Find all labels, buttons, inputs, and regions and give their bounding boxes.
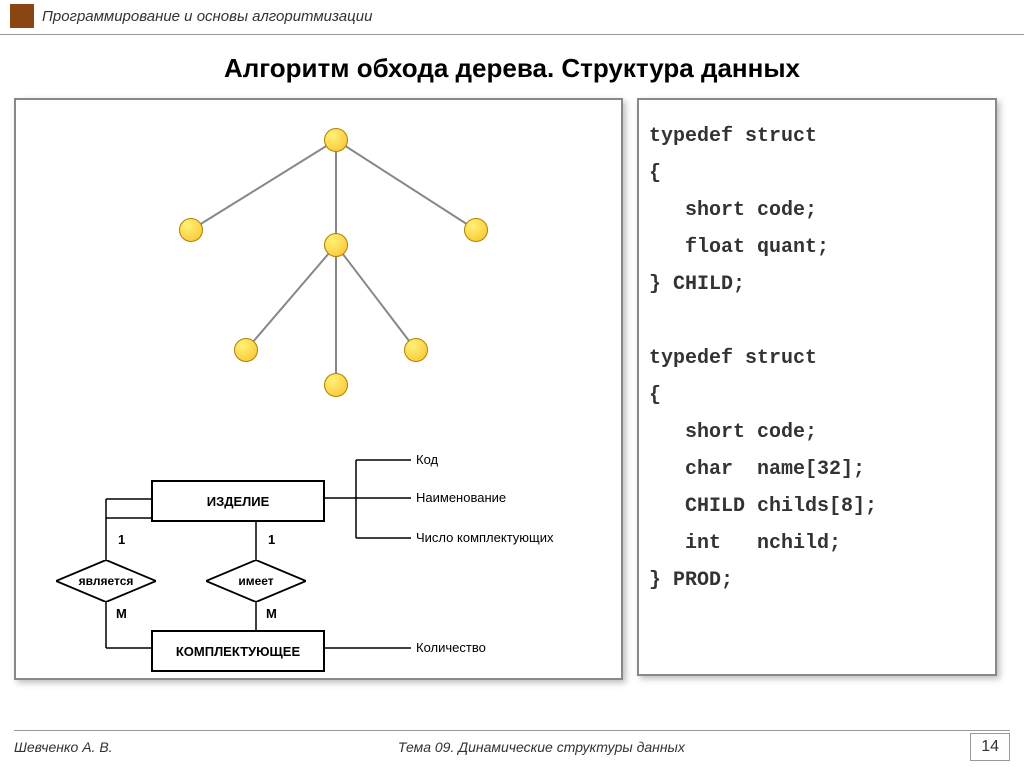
code-line: typedef struct [649,118,985,155]
code-panel: typedef struct{ short code; float quant;… [637,98,997,676]
code-line: { [649,377,985,414]
slide-footer: Шевченко А. В. Тема 09. Динамические стр… [0,730,1024,761]
page-number: 14 [970,733,1010,761]
er-rel-is: является [56,560,156,602]
attr-code: Код [416,452,438,467]
footer-topic: Тема 09. Динамические структуры данных [398,739,685,755]
code-line: typedef struct [649,340,985,377]
code-line: } CHILD; [649,266,985,303]
content-row: ИЗДЕЛИЕ КОМПЛЕКТУЮЩЕЕ является имеет 1 1… [0,98,1024,680]
footer-author: Шевченко А. В. [14,739,113,755]
code-line: short code; [649,414,985,451]
course-name: Программирование и основы алгоритмизации [42,8,372,25]
card-1a: 1 [118,532,125,547]
card-1b: 1 [268,532,275,547]
code-block: typedef struct{ short code; float quant;… [649,118,985,599]
diagram-panel: ИЗДЕЛИЕ КОМПЛЕКТУЮЩЕЕ является имеет 1 1… [14,98,623,680]
code-line: int nchild; [649,525,985,562]
er-entity-product: ИЗДЕЛИЕ [151,480,325,522]
er-entity-component-label: КОМПЛЕКТУЮЩЕЕ [176,644,300,659]
card-mb: M [266,606,277,621]
attr-name: Наименование [416,490,506,505]
er-rel-is-label: является [79,574,134,588]
er-entity-product-label: ИЗДЕЛИЕ [207,494,270,509]
slide-header: Программирование и основы алгоритмизации [0,0,1024,32]
code-line: float quant; [649,229,985,266]
code-line [649,303,985,340]
logo-icon [10,4,34,28]
code-line: char name[32]; [649,451,985,488]
er-entity-component: КОМПЛЕКТУЮЩЕЕ [151,630,325,672]
attr-qty: Количество [416,640,486,655]
er-rel-has: имеет [206,560,306,602]
header-rule [0,34,1024,35]
card-ma: M [116,606,127,621]
slide-title: Алгоритм обхода дерева. Структура данных [0,53,1024,84]
attr-count: Число комплектующих [416,530,554,545]
code-line: short code; [649,192,985,229]
er-rel-has-label: имеет [238,574,273,588]
code-line: CHILD childs[8]; [649,488,985,525]
code-line: { [649,155,985,192]
code-line: } PROD; [649,562,985,599]
